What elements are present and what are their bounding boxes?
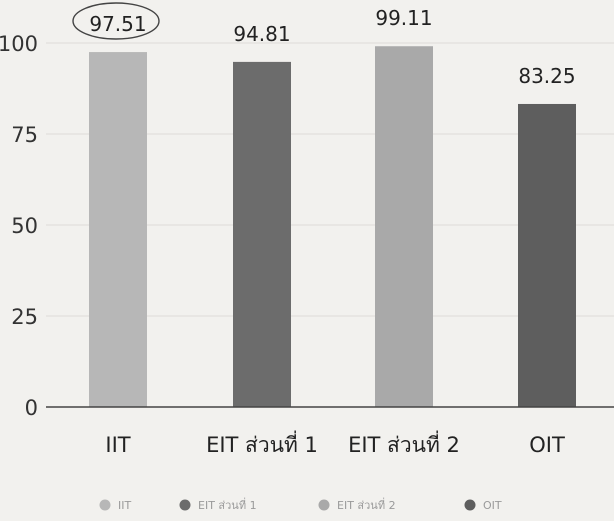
legend-swatch xyxy=(318,499,330,511)
category-labels: IIT EIT ส่วนที่ 1 EIT ส่วนที่ 2 OIT xyxy=(105,430,565,457)
data-label: 94.81 xyxy=(233,22,290,46)
data-label: 99.11 xyxy=(375,6,432,30)
data-label: 97.51 xyxy=(89,12,146,36)
data-label: 83.25 xyxy=(518,64,575,88)
category-label: EIT ส่วนที่ 2 xyxy=(348,430,460,457)
bar-1 xyxy=(89,52,147,407)
category-label: OIT xyxy=(529,433,565,457)
legend-label: IIT xyxy=(118,499,131,512)
bar-4 xyxy=(518,103,576,407)
legend-swatch xyxy=(179,499,191,511)
bar-2 xyxy=(233,61,291,407)
legend-label: EIT ส่วนที่ 2 xyxy=(337,497,396,512)
category-label: IIT xyxy=(105,433,130,457)
legend-label: EIT ส่วนที่ 1 xyxy=(198,497,257,512)
data-labels: 97.51 94.81 99.11 83.25 xyxy=(89,6,575,88)
legend-label: OIT xyxy=(483,499,502,512)
bars xyxy=(89,46,576,408)
legend: IIT EIT ส่วนที่ 1 EIT ส่วนที่ 2 OIT xyxy=(99,497,502,512)
category-label: EIT ส่วนที่ 1 xyxy=(206,430,318,457)
y-tick-labels: 0 25 50 75 100 xyxy=(0,32,38,420)
bar-3 xyxy=(375,46,433,408)
y-tick-label: 75 xyxy=(11,123,38,147)
y-tick-label: 50 xyxy=(11,214,38,238)
y-tick-label: 100 xyxy=(0,32,38,56)
y-tick-label: 25 xyxy=(11,305,38,329)
legend-swatch xyxy=(464,499,476,511)
handwritten-circle-annotation xyxy=(72,2,160,40)
legend-swatch xyxy=(99,499,111,511)
y-tick-label: 0 xyxy=(25,396,38,420)
